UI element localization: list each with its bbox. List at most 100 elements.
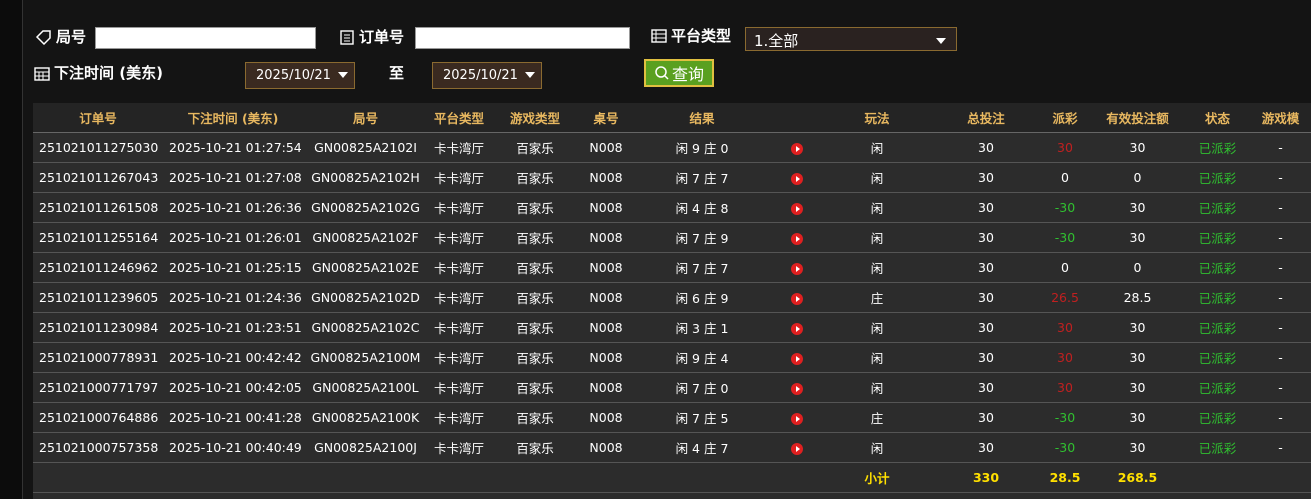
round-input[interactable] — [95, 27, 316, 49]
table-cell: 30 — [1090, 132, 1185, 163]
table-cell: 2025-10-21 01:27:54 — [163, 132, 303, 163]
play-icon[interactable] — [791, 232, 803, 245]
table-cell: 30 — [1090, 222, 1185, 253]
table-row: 251021000764886 2025-10-21 00:41:28 GN0082… — [33, 402, 1311, 433]
table-cell: - — [1250, 132, 1311, 163]
orders-table: 订单号 下注时间 (美东) 局号 平台类型 游戏类型 桌号 结果 玩法 总投注 派彩 有效投注额 状态… — [33, 103, 1311, 499]
table-cell: 闲 3 庄 1 — [632, 312, 772, 343]
table-cell: 闲 7 庄 9 — [632, 222, 772, 253]
table-cell: N008 — [580, 252, 632, 283]
table-cell: GN00825A2102I — [303, 132, 428, 163]
table-cell: 卡卡湾厅 — [428, 192, 490, 223]
table-cell: 百家乐 — [490, 342, 580, 373]
play-icon[interactable] — [791, 142, 803, 155]
side-strip — [0, 0, 23, 499]
table-cell: 百家乐 — [490, 222, 580, 253]
table-cell: 2025-10-21 01:24:36 — [163, 282, 303, 313]
table-cell: 已派彩 — [1185, 312, 1250, 343]
summary-total-bet: 330 — [932, 462, 1040, 493]
column-header: 结果 — [632, 103, 772, 133]
order-input[interactable] — [415, 27, 630, 49]
summary-valid-bet: 268.5 — [1090, 492, 1185, 499]
table-cell: 闲 — [822, 252, 932, 283]
table-cell: 30 — [932, 222, 1040, 253]
table-cell: N008 — [580, 192, 632, 223]
table-row: 251021011275030 2025-10-21 01:27:54 GN0082… — [33, 132, 1311, 163]
table-cell: N008 — [580, 312, 632, 343]
column-header: 游戏类型 — [490, 103, 580, 133]
table-cell: - — [1250, 312, 1311, 343]
table-cell: 已派彩 — [1185, 342, 1250, 373]
date-from[interactable]: 2025/10/21 — [245, 62, 355, 89]
column-header: 状态 — [1185, 103, 1250, 133]
table-cell: GN00825A2100L — [303, 372, 428, 403]
table-cell: -30 — [1040, 432, 1090, 463]
table-cell: N008 — [580, 372, 632, 403]
table-cell: 28.5 — [1090, 282, 1185, 313]
play-icon[interactable] — [791, 292, 803, 305]
table-cell: 30 — [932, 372, 1040, 403]
table-cell: -30 — [1040, 192, 1090, 223]
table-cell: 卡卡湾厅 — [428, 282, 490, 313]
play-cell — [772, 282, 822, 313]
table-cell: 百家乐 — [490, 132, 580, 163]
table-cell: GN00825A2100J — [303, 432, 428, 463]
summary-payout: 28.5 — [1040, 462, 1090, 493]
table-cell: 30 — [932, 432, 1040, 463]
table-cell: 卡卡湾厅 — [428, 132, 490, 163]
platform-select[interactable]: 1.全部 — [745, 27, 957, 51]
table-cell: N008 — [580, 402, 632, 433]
play-icon[interactable] — [791, 172, 803, 185]
table-cell: 2025-10-21 00:40:49 — [163, 432, 303, 463]
play-cell — [772, 402, 822, 433]
table-cell: N008 — [580, 132, 632, 163]
play-icon[interactable] — [791, 262, 803, 275]
button-text: 查询 — [671, 65, 704, 84]
label-text: 订单号 — [359, 28, 405, 46]
table-cell: - — [1250, 402, 1311, 433]
order-label: 订单号 — [338, 26, 404, 47]
date-to[interactable]: 2025/10/21 — [432, 62, 542, 89]
label-text: 平台类型 — [671, 27, 732, 45]
table-cell: 251021011255164 — [33, 222, 163, 253]
label-text: 下注时间 (美东) — [54, 64, 163, 82]
play-icon[interactable] — [791, 202, 803, 215]
table-cell: 2025-10-21 01:25:15 — [163, 252, 303, 283]
table-cell: 2025-10-21 01:27:08 — [163, 162, 303, 193]
header-row: 订单号 下注时间 (美东) 局号 平台类型 游戏类型 桌号 结果 玩法 总投注 派彩 有效投注额 状态… — [33, 103, 1311, 133]
table-cell: 251021011230984 — [33, 312, 163, 343]
label-text: 至 — [389, 64, 405, 82]
table-cell: 30 — [932, 402, 1040, 433]
table-cell: 2025-10-21 00:42:42 — [163, 342, 303, 373]
query-button[interactable]: 查询 — [644, 59, 714, 87]
table-cell: 30 — [1090, 372, 1185, 403]
table-cell: 30 — [1040, 342, 1090, 373]
play-cell — [772, 222, 822, 253]
table-cell: 30 — [932, 132, 1040, 163]
table-cell: GN00825A2100M — [303, 342, 428, 373]
table-cell: 已派彩 — [1185, 372, 1250, 403]
table-cell: 30 — [932, 282, 1040, 313]
table-cell: 251021000757358 — [33, 432, 163, 463]
table-cell: GN00825A2102G — [303, 192, 428, 223]
table-cell: 闲 4 庄 7 — [632, 432, 772, 463]
table-cell: 251021011239605 — [33, 282, 163, 313]
table-cell: 闲 6 庄 9 — [632, 282, 772, 313]
table-cell: 30 — [932, 252, 1040, 283]
summary-label: 总计 — [822, 492, 932, 499]
table-cell: 卡卡湾厅 — [428, 402, 490, 433]
play-icon[interactable] — [791, 322, 803, 335]
table-cell: 闲 — [822, 312, 932, 343]
column-header: 桌号 — [580, 103, 632, 133]
table-cell: 30 — [932, 312, 1040, 343]
table-cell: 2025-10-21 01:23:51 — [163, 312, 303, 343]
table-cell: N008 — [580, 342, 632, 373]
play-icon[interactable] — [791, 412, 803, 425]
table-cell: 闲 4 庄 8 — [632, 192, 772, 223]
play-icon[interactable] — [791, 352, 803, 365]
table-cell: 2025-10-21 00:42:05 — [163, 372, 303, 403]
play-icon[interactable] — [791, 442, 803, 455]
play-icon[interactable] — [791, 382, 803, 395]
table-cell: N008 — [580, 162, 632, 193]
